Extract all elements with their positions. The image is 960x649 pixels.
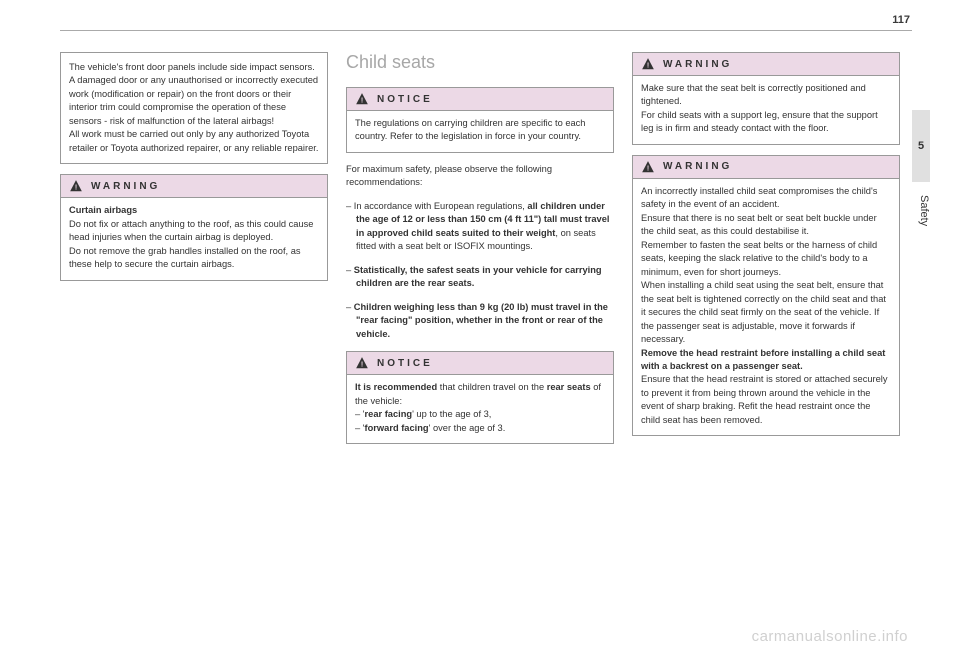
warning-header: ! WARNING	[61, 175, 327, 198]
warning-label-2: WARNING	[663, 59, 732, 70]
column-1: The vehicle's front door panels include …	[60, 52, 328, 619]
page-number: 117	[892, 14, 910, 26]
notice-header: ! NOTICE	[347, 88, 613, 111]
child-seats-intro: For maximum safety, please observe the f…	[346, 163, 614, 190]
watermark: carmanualsonline.info	[752, 628, 908, 645]
childseat-install-body: An incorrectly installed child seat comp…	[641, 185, 891, 427]
svg-text:!: !	[361, 98, 363, 105]
svg-text:!: !	[647, 165, 649, 172]
warning-header-2: ! WARNING	[633, 53, 899, 76]
front-door-sensors-box: The vehicle's front door panels include …	[60, 52, 328, 164]
page: 117 5 Safety The vehicle's front door pa…	[0, 0, 960, 649]
child-seats-li3: – Children weighing less than 9 kg (20 l…	[346, 301, 614, 341]
warning-icon: !	[69, 179, 83, 193]
warning-label-3: WARNING	[663, 161, 732, 172]
notice-icon: !	[355, 92, 369, 106]
svg-text:!: !	[75, 185, 77, 192]
child-seats-notice-1: ! NOTICE The regulations on carrying chi…	[346, 87, 614, 153]
notice-2-body: It is recommended that children travel o…	[355, 381, 605, 435]
seatbelt-warning-box: ! WARNING Make sure that the seat belt i…	[632, 52, 900, 145]
notice-header-2: ! NOTICE	[347, 352, 613, 375]
columns: The vehicle's front door panels include …	[60, 52, 900, 619]
child-seats-notice-2: ! NOTICE It is recommended that children…	[346, 351, 614, 444]
notice-icon-2: !	[355, 356, 369, 370]
svg-text:!: !	[647, 63, 649, 70]
chapter-tab-number: 5	[918, 140, 924, 152]
column-3: ! WARNING Make sure that the seat belt i…	[632, 52, 900, 619]
curtain-airbags-body: Curtain airbags Do not fix or attach any…	[69, 204, 319, 271]
chapter-label: Safety	[918, 195, 930, 226]
childseat-install-warning-box: ! WARNING An incorrectly installed child…	[632, 155, 900, 436]
curtain-airbags-text: Do not fix or attach anything to the roo…	[69, 219, 313, 269]
notice-label: NOTICE	[377, 94, 433, 105]
curtain-airbags-title: Curtain airbags	[69, 205, 137, 215]
warning-header-3: ! WARNING	[633, 156, 899, 179]
curtain-airbags-warning-box: ! WARNING Curtain airbags Do not fix or …	[60, 174, 328, 280]
column-2: Child seats ! NOTICE The regulations on …	[346, 52, 614, 619]
notice-label-2: NOTICE	[377, 358, 433, 369]
child-seats-li2: – Statistically, the safest seats in you…	[346, 264, 614, 291]
notice-1-body: The regulations on carrying children are…	[355, 117, 605, 144]
child-seats-heading: Child seats	[346, 52, 614, 73]
svg-text:!: !	[361, 362, 363, 369]
top-rule	[60, 30, 912, 31]
warning-icon-2: !	[641, 57, 655, 71]
child-seats-li1: – In accordance with European regulation…	[346, 200, 614, 254]
seatbelt-warning-body: Make sure that the seat belt is correctl…	[641, 82, 891, 136]
warning-label: WARNING	[91, 181, 160, 192]
chapter-tab: 5	[912, 110, 930, 182]
warning-icon-3: !	[641, 160, 655, 174]
